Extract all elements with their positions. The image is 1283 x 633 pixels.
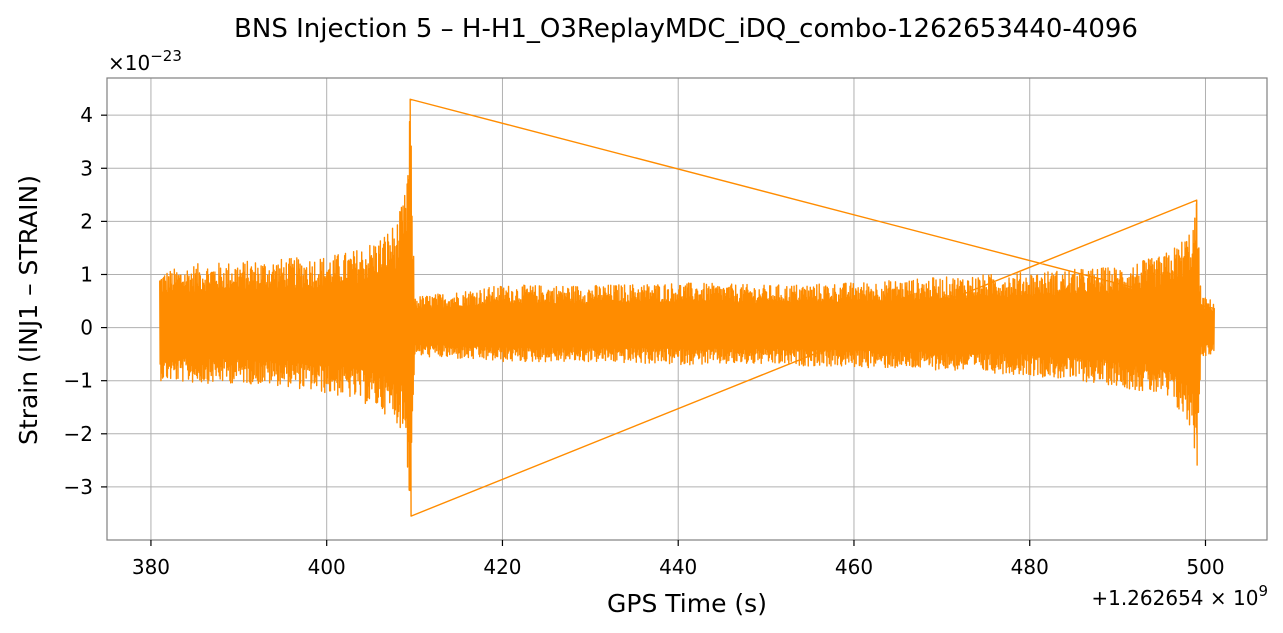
x-tick-label: 460 <box>835 555 873 579</box>
strain-series-line <box>159 98 1215 517</box>
chart-title: BNS Injection 5 – H-H1_O3ReplayMDC_iDQ_c… <box>234 14 1138 44</box>
x-tick-label: 380 <box>132 555 170 579</box>
x-tick-label: 420 <box>483 555 521 579</box>
y-axis-label: Strain (INJ1 – STRAIN) <box>14 175 43 445</box>
y-axis-ticks: −3 −2 −1 0 1 2 3 4 <box>64 103 107 499</box>
y-tick-label: 4 <box>80 103 93 127</box>
x-tick-label: 440 <box>659 555 697 579</box>
x-axis-label: GPS Time (s) <box>607 589 767 618</box>
x-tick-label: 400 <box>308 555 346 579</box>
y-tick-label: −2 <box>64 422 93 446</box>
y-tick-label: −3 <box>64 475 93 499</box>
x-offset-label: +1.262654 × 109 <box>1091 582 1268 610</box>
plot-frame <box>106 77 1268 541</box>
signal-layer <box>159 98 1215 517</box>
y-tick-label: 3 <box>80 156 93 180</box>
y-tick-label: 2 <box>80 209 93 233</box>
y-tick-label: 1 <box>80 262 93 286</box>
y-tick-label: −1 <box>64 369 93 393</box>
x-tick-label: 500 <box>1186 555 1224 579</box>
y-scale-label: ×10−23 <box>108 47 182 75</box>
y-tick-label: 0 <box>80 316 93 340</box>
x-tick-label: 480 <box>1011 555 1049 579</box>
x-axis-ticks: 380 400 420 440 460 480 500 <box>132 540 1225 579</box>
